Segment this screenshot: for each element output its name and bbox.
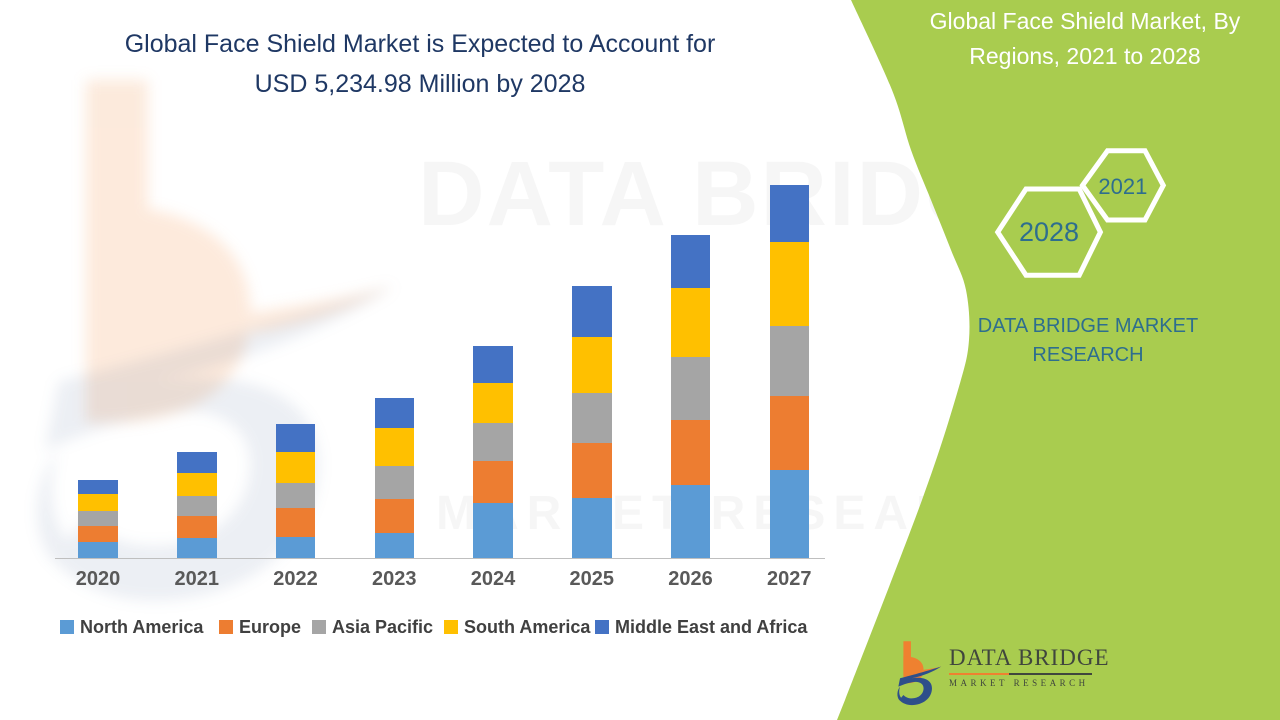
svg-text:2021: 2021 (1098, 174, 1147, 199)
svg-text:2028: 2028 (1019, 217, 1079, 247)
